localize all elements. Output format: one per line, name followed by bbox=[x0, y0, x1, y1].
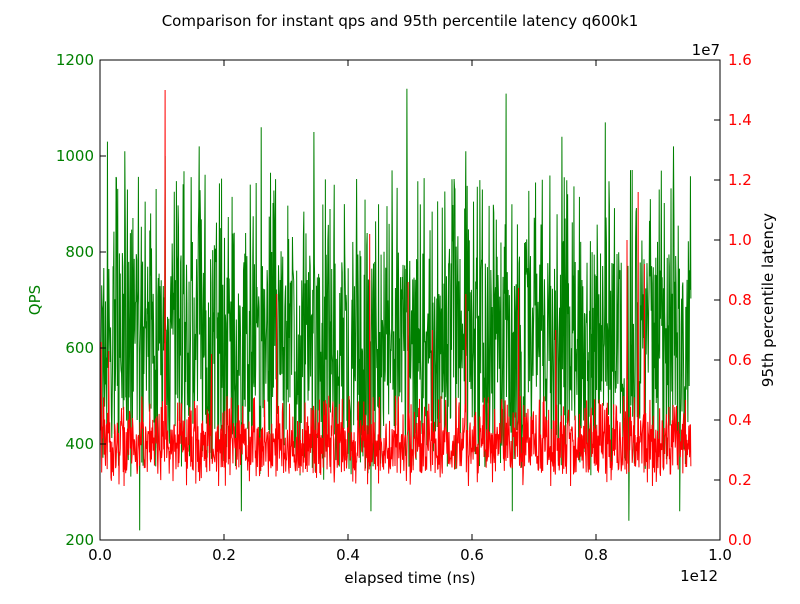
series-layer bbox=[99, 88, 692, 531]
right-tick-label: 0.0 bbox=[728, 531, 752, 549]
left-y-axis: 200 400 600 800 1000 1200 bbox=[56, 51, 106, 549]
chart-title: Comparison for instant qps and 95th perc… bbox=[162, 12, 639, 30]
left-tick-label: 800 bbox=[65, 243, 94, 261]
right-tick-label: 1.4 bbox=[728, 111, 752, 129]
right-tick-label: 1.0 bbox=[728, 231, 752, 249]
left-tick-label: 1000 bbox=[56, 147, 94, 165]
right-tick-label: 0.2 bbox=[728, 471, 752, 489]
left-tick-label: 1200 bbox=[56, 51, 94, 69]
left-tick-label: 400 bbox=[65, 435, 94, 453]
x-tick-label: 0.6 bbox=[460, 546, 484, 564]
x-tick-label: 0.8 bbox=[584, 546, 608, 564]
x-tick-label: 0.0 bbox=[88, 546, 112, 564]
right-tick-label: 0.8 bbox=[728, 291, 752, 309]
x-tick-label: 1.0 bbox=[708, 546, 732, 564]
right-tick-label: 0.4 bbox=[728, 411, 752, 429]
right-y-offset-label: 1e7 bbox=[692, 41, 720, 59]
x-axis: 0.0 0.2 0.4 0.6 0.8 1.0 bbox=[88, 60, 732, 564]
left-tick-label: 600 bbox=[65, 339, 94, 357]
x-tick-label: 0.2 bbox=[212, 546, 236, 564]
x-offset-label: 1e12 bbox=[680, 567, 718, 585]
right-y-axis: 0.0 0.2 0.4 0.6 0.8 1.0 1.2 1.4 1.6 bbox=[714, 51, 752, 549]
right-tick-label: 1.6 bbox=[728, 51, 752, 69]
left-tick-label: 200 bbox=[65, 531, 94, 549]
right-tick-label: 1.2 bbox=[728, 171, 752, 189]
series-line-latency bbox=[99, 89, 692, 487]
right-y-axis-label: 95th percentile latency bbox=[759, 213, 777, 387]
x-axis-label: elapsed time (ns) bbox=[344, 569, 475, 587]
right-tick-label: 0.6 bbox=[728, 351, 752, 369]
x-tick-label: 0.4 bbox=[336, 546, 360, 564]
series-line-qps bbox=[99, 88, 692, 531]
left-y-axis-label: QPS bbox=[26, 285, 44, 315]
